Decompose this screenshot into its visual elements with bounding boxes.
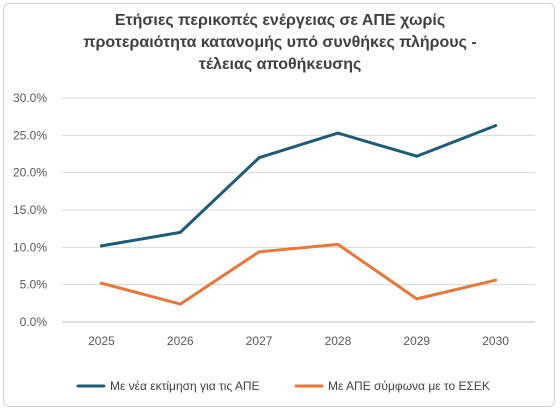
series-line-1: [99, 124, 498, 248]
x-tick-label: 2029: [403, 334, 430, 348]
series-line-2: [99, 242, 498, 306]
gridlines: [62, 97, 535, 323]
data-point: [99, 244, 103, 248]
x-tick-label: 2026: [167, 334, 194, 348]
x-axis-ticks: 2025 2026 2027 2028 2029 2030: [88, 334, 509, 348]
x-tick-label: 2025: [88, 334, 115, 348]
y-tick-label: 20.0%: [13, 166, 47, 180]
data-point: [494, 124, 498, 128]
legend-label: Με νέα εκτίμηση για τις ΑΠΕ: [110, 379, 260, 393]
y-tick-label: 10.0%: [13, 240, 47, 254]
y-tick-label: 5.0%: [20, 278, 48, 292]
x-tick-label: 2030: [482, 334, 509, 348]
chart-title-line-2: προτεραιότητα κατανομής υπό συνθήκες πλή…: [83, 34, 477, 51]
data-point: [178, 302, 182, 306]
legend-label: Με ΑΠΕ σύμφωνα με το ΕΣΕΚ: [328, 379, 490, 393]
data-point: [415, 154, 419, 158]
x-tick-label: 2028: [325, 334, 352, 348]
y-tick-label: 0.0%: [20, 315, 48, 329]
data-point: [99, 281, 103, 285]
chart-title-line-1: Ετήσιες περικοπές ενέργειας σε ΑΠΕ χωρίς: [114, 12, 446, 29]
data-point: [257, 156, 261, 160]
y-tick-label: 30.0%: [13, 91, 47, 105]
x-tick-label: 2027: [246, 334, 273, 348]
chart-title-line-3: τέλειας αποθήκευσης: [198, 56, 362, 73]
series-lines: [99, 124, 498, 306]
chart-title: Ετήσιες περικοπές ενέργειας σε ΑΠΕ χωρίς…: [0, 10, 560, 76]
data-point: [178, 230, 182, 234]
data-point: [336, 242, 340, 246]
data-point: [415, 297, 419, 301]
y-tick-label: 15.0%: [13, 203, 47, 217]
y-axis-ticks: 0.0% 5.0% 10.0% 15.0% 20.0% 25.0% 30.0%: [13, 91, 47, 329]
y-tick-label: 25.0%: [13, 128, 47, 142]
legend: Με νέα εκτίμηση για τις ΑΠΕ Με ΑΠΕ σύμφων…: [76, 379, 490, 393]
data-point: [336, 131, 340, 135]
data-point: [494, 278, 498, 282]
chart-frame: [3, 3, 555, 407]
data-point: [257, 250, 261, 254]
